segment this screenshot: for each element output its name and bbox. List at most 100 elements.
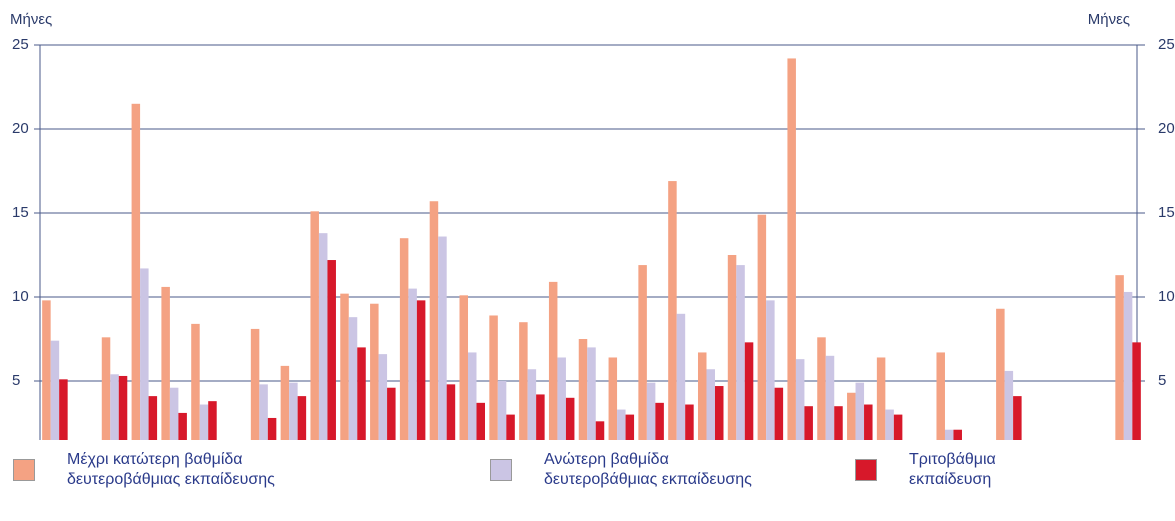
bar xyxy=(668,181,677,440)
bar xyxy=(101,337,111,440)
bar xyxy=(625,414,635,440)
bar xyxy=(387,387,396,440)
bar xyxy=(208,401,217,440)
bar xyxy=(327,260,336,440)
bar xyxy=(847,392,856,440)
legend-item: Ανώτερη βαθμίδα δευτεροβάθμιας εκπαίδευσ… xyxy=(490,450,774,490)
bar xyxy=(774,387,784,440)
bar xyxy=(706,369,715,440)
bar xyxy=(118,375,128,440)
bar xyxy=(191,323,200,440)
legend-label: Μέχρι κατώτερη βαθμίδα δευτεροβάθμιας εκ… xyxy=(67,451,275,488)
bar xyxy=(497,381,507,440)
bar xyxy=(676,313,686,440)
y-tick-label: 25 xyxy=(12,36,29,53)
bar xyxy=(429,201,439,440)
bar xyxy=(1132,342,1141,440)
bar xyxy=(953,429,962,440)
bar xyxy=(697,352,707,440)
bar xyxy=(527,369,537,440)
bar xyxy=(131,103,141,440)
bar xyxy=(267,417,277,440)
bar xyxy=(50,340,60,440)
bar xyxy=(297,396,307,440)
legend-swatch xyxy=(490,459,512,481)
bar xyxy=(885,409,894,440)
bar xyxy=(148,396,158,440)
bar xyxy=(548,281,558,440)
bar xyxy=(817,337,826,440)
bar xyxy=(876,357,886,440)
bar xyxy=(804,406,813,440)
bar xyxy=(378,354,388,440)
bar xyxy=(318,233,328,440)
bar xyxy=(638,265,647,440)
bar xyxy=(1115,275,1124,440)
y2-tick-label: 5 xyxy=(1158,372,1166,389)
bar xyxy=(199,404,209,440)
bar xyxy=(766,300,775,440)
bar xyxy=(944,429,954,440)
y-tick-label: 10 xyxy=(12,288,29,305)
y2-axis-label: Μήνες xyxy=(1088,11,1130,28)
y2-tick-label: 25 xyxy=(1158,36,1175,53)
bar xyxy=(1123,291,1133,440)
bar xyxy=(557,357,566,440)
y-tick-label: 15 xyxy=(12,204,29,221)
legend-swatch xyxy=(855,459,877,481)
legend-item: Μέχρι κατώτερη βαθμίδα δευτεροβάθμιας εκ… xyxy=(13,450,297,490)
bar xyxy=(757,214,767,440)
bar xyxy=(744,342,754,440)
legend-label: Τριτοβάθμια εκπαίδευση xyxy=(909,451,996,488)
bar xyxy=(608,357,618,440)
bar xyxy=(140,268,149,440)
bar xyxy=(617,409,626,440)
bar xyxy=(348,317,358,440)
bar xyxy=(399,238,409,440)
bar xyxy=(996,308,1005,440)
bar xyxy=(489,315,498,440)
bar xyxy=(169,387,179,440)
y2-tick-label: 10 xyxy=(1158,288,1175,305)
bar xyxy=(936,352,945,440)
bar xyxy=(340,293,349,440)
y2-tick-label: 15 xyxy=(1158,204,1175,221)
y2-tick-label: 20 xyxy=(1158,120,1175,137)
bar xyxy=(1013,396,1022,440)
bar xyxy=(161,286,170,440)
bar xyxy=(357,347,366,440)
bar xyxy=(506,414,515,440)
bar xyxy=(578,339,588,440)
bar xyxy=(476,402,486,440)
bar xyxy=(565,397,575,440)
y-tick-label: 5 xyxy=(12,372,20,389)
bar xyxy=(834,406,843,440)
bar xyxy=(250,328,260,440)
y-axis-label: Μήνες xyxy=(10,11,52,28)
bar xyxy=(310,211,319,440)
bar xyxy=(178,412,187,440)
bar xyxy=(446,384,456,440)
bar xyxy=(259,384,268,440)
bar xyxy=(893,414,903,440)
bar xyxy=(536,394,545,440)
bar xyxy=(655,402,664,440)
bar xyxy=(646,382,656,440)
bar xyxy=(685,404,694,440)
bar xyxy=(42,300,51,440)
y-tick-label: 20 xyxy=(12,120,29,137)
bar xyxy=(438,236,447,440)
bar xyxy=(280,365,290,440)
bar xyxy=(727,255,737,440)
bar xyxy=(59,379,68,440)
bar xyxy=(416,300,426,440)
bar xyxy=(714,386,724,440)
legend-label: Ανώτερη βαθμίδα δευτεροβάθμιας εκπαίδευσ… xyxy=(544,451,752,488)
chart: Μήνες Μήνες 05101520250510152025EUBEBGCZ… xyxy=(10,11,1175,440)
bar xyxy=(519,322,528,440)
legend-item: Τριτοβάθμια εκπαίδευση xyxy=(855,450,1039,490)
bar xyxy=(795,359,805,440)
bar xyxy=(110,374,119,440)
bar xyxy=(864,404,873,440)
